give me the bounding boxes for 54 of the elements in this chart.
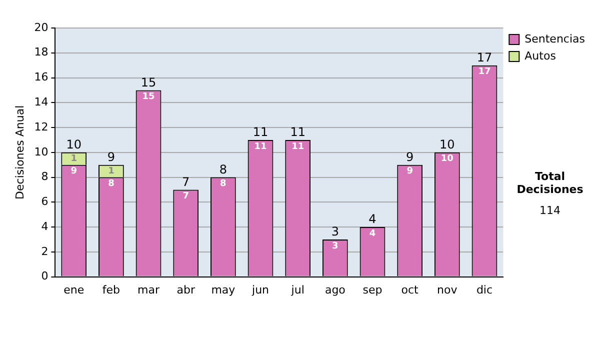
text: Total Decisiones	[516, 170, 584, 196]
y-tick-label: 0	[41, 270, 48, 283]
text: 114	[538, 204, 562, 217]
x-tick-label: ago	[324, 283, 346, 296]
x-tick-label: sep	[362, 283, 382, 296]
data-label: 1	[70, 154, 77, 164]
total-label: 7	[182, 174, 190, 189]
y-tick-label: 4	[41, 220, 48, 233]
x-tick-label: abr	[176, 283, 196, 296]
x-tick-label: jul	[290, 283, 304, 296]
total-label: 10	[66, 138, 82, 152]
data-label: 15	[142, 92, 155, 102]
y-axis-title: Decisiones Anual	[13, 105, 26, 200]
data-label: 8	[108, 179, 114, 190]
data-label: 17	[478, 67, 491, 78]
y-tick-label: 14	[34, 96, 48, 108]
total-label: 10	[440, 138, 455, 152]
total-label: 4	[368, 212, 376, 226]
legend-label: Autos	[524, 49, 556, 62]
total-label: 15	[140, 75, 156, 90]
data-label: 11	[292, 142, 304, 152]
x-tick-label: nov	[437, 283, 458, 296]
x-tick-label: oct	[401, 283, 420, 296]
total-label: 9	[107, 150, 116, 164]
data-label: 4	[369, 228, 376, 239]
data-label: 9	[70, 166, 77, 177]
x-tick-label: mar	[138, 283, 160, 296]
data-label: 9	[406, 166, 413, 177]
total-label: 3	[331, 224, 339, 239]
y-tick-label: 2	[41, 244, 48, 258]
y-tick-label: 12	[34, 120, 48, 134]
data-label: 1	[108, 166, 114, 177]
total-label: 11	[290, 125, 306, 140]
x-tick-label: feb	[102, 283, 120, 296]
y-tick-label: 8	[41, 170, 48, 184]
total-label: 17	[476, 50, 492, 64]
data-label: 3	[332, 241, 338, 252]
data-label: 8	[220, 179, 226, 190]
y-tick-label: 16	[34, 70, 48, 84]
x-tick-label: may	[211, 283, 236, 296]
x-tick-label: jun	[251, 283, 270, 296]
data-label: 10	[440, 154, 454, 164]
total-label: 11	[252, 125, 268, 140]
data-label: 11	[254, 142, 267, 152]
x-tick-label: ene	[64, 283, 84, 296]
x-tick-label: dic	[476, 283, 493, 296]
total-label: 9	[406, 150, 414, 164]
legend-label: Sentencias	[524, 32, 586, 46]
y-tick-label: 10	[34, 145, 48, 158]
data-label: 7	[182, 192, 189, 202]
total-label: 8	[219, 162, 227, 176]
y-tick-label: 18	[34, 46, 48, 59]
y-tick-label: 20	[34, 20, 48, 34]
y-tick-label: 6	[41, 195, 48, 208]
